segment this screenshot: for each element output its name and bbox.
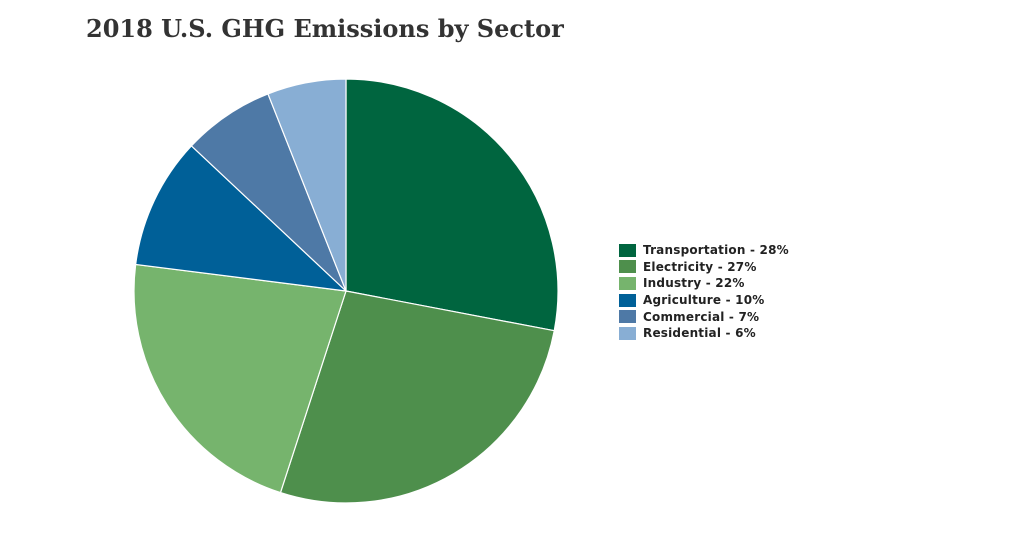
legend-swatch xyxy=(619,293,636,307)
legend-item-electricity[interactable]: Electricity - 27% xyxy=(619,259,789,276)
chart-title: 2018 U.S. GHG Emissions by Sector xyxy=(86,14,564,43)
legend-label: Agriculture - 10% xyxy=(643,293,765,308)
legend-label: Commercial - 7% xyxy=(643,309,760,324)
pie-slice-agriculture[interactable] xyxy=(134,145,348,292)
legend: Transportation - 28% Electricity - 27% I… xyxy=(619,242,789,342)
legend-swatch xyxy=(619,276,636,290)
legend-label: Transportation - 28% xyxy=(643,243,789,258)
legend-item-industry[interactable]: Industry - 22% xyxy=(619,275,789,292)
pie-slice-residential[interactable] xyxy=(267,78,347,292)
legend-swatch xyxy=(619,243,636,257)
pie-slice-transportation[interactable] xyxy=(345,78,559,332)
legend-item-transportation[interactable]: Transportation - 28% xyxy=(619,242,789,259)
legend-item-residential[interactable]: Residential - 6% xyxy=(619,325,789,342)
pie-slice-industry[interactable] xyxy=(133,263,347,494)
legend-label: Industry - 22% xyxy=(643,276,745,291)
legend-swatch xyxy=(619,260,636,274)
legend-item-commercial[interactable]: Commercial - 7% xyxy=(619,308,789,325)
legend-item-agriculture[interactable]: Agriculture - 10% xyxy=(619,292,789,309)
legend-label: Electricity - 27% xyxy=(643,259,757,274)
pie-slices xyxy=(133,78,559,504)
legend-label: Residential - 6% xyxy=(643,326,756,341)
legend-swatch xyxy=(619,310,636,324)
pie-slice-electricity[interactable] xyxy=(279,290,555,504)
legend-swatch xyxy=(619,326,636,340)
